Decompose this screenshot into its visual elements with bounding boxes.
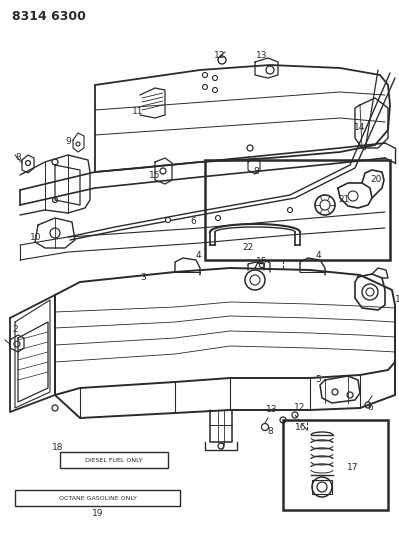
- Text: DIESEL FUEL ONLY: DIESEL FUEL ONLY: [85, 457, 143, 463]
- Text: 3: 3: [140, 273, 146, 282]
- Text: 21: 21: [338, 196, 350, 205]
- Text: OCTANE GASOLINE ONLY: OCTANE GASOLINE ONLY: [59, 496, 136, 500]
- Circle shape: [288, 207, 292, 213]
- Text: 17: 17: [347, 464, 358, 472]
- Text: 14: 14: [354, 124, 366, 133]
- Text: 20: 20: [370, 175, 381, 184]
- Text: 11: 11: [132, 108, 144, 117]
- Text: 16: 16: [295, 423, 306, 432]
- Bar: [60, 452, 168, 468]
- Text: 6: 6: [367, 403, 373, 413]
- Text: 12: 12: [294, 403, 306, 413]
- Text: 1: 1: [395, 295, 399, 304]
- Text: 8314 6300: 8314 6300: [12, 10, 86, 22]
- Text: 8: 8: [267, 427, 273, 437]
- Text: 15: 15: [256, 257, 268, 266]
- Text: 15: 15: [149, 171, 161, 180]
- Bar: [205, 160, 390, 260]
- Bar: [15, 490, 180, 506]
- Text: 19: 19: [92, 510, 103, 519]
- Circle shape: [215, 215, 221, 221]
- Text: 18: 18: [52, 442, 63, 451]
- Bar: [283, 420, 388, 510]
- Text: 22: 22: [242, 244, 254, 253]
- Text: 4: 4: [195, 251, 201, 260]
- Text: 6: 6: [190, 217, 196, 227]
- Text: 2: 2: [12, 326, 18, 335]
- Text: 4: 4: [315, 251, 321, 260]
- Text: 12: 12: [214, 51, 226, 60]
- Text: 9: 9: [65, 138, 71, 147]
- Text: 5: 5: [315, 376, 321, 384]
- Text: 8: 8: [253, 167, 259, 176]
- Text: 13: 13: [256, 51, 268, 60]
- Bar: [312, 480, 332, 494]
- Text: 13: 13: [266, 406, 278, 415]
- Circle shape: [166, 217, 170, 222]
- Text: 7: 7: [219, 443, 225, 453]
- Text: 8: 8: [15, 154, 21, 163]
- Text: 10: 10: [30, 233, 42, 243]
